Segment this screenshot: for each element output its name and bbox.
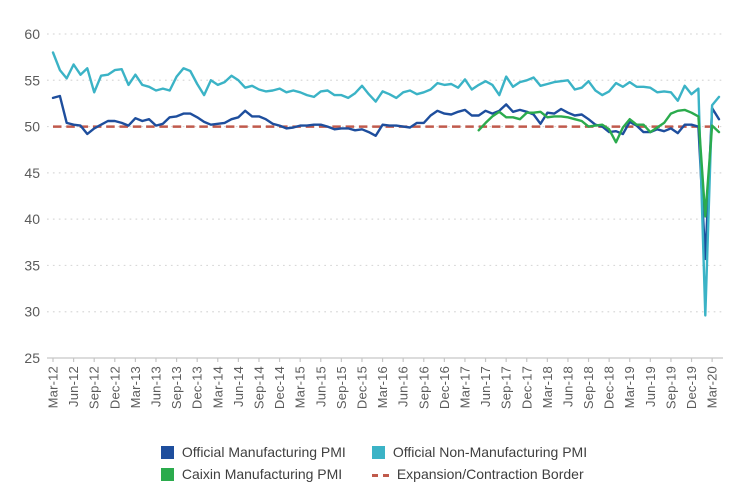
legend-label-expansion-contraction-border: Expansion/Contraction Border (396, 466, 584, 482)
x-tick-label-sep-19: Sep-19 (663, 366, 678, 409)
y-tick-label-55: 55 (24, 72, 40, 88)
x-tick-label-jun-13: Jun-13 (148, 366, 163, 407)
legend-square-official-non-manufacturing-pmi-icon (371, 446, 385, 459)
legend-item-official-manufacturing-pmi: Official Manufacturing PMI (160, 444, 346, 460)
x-tick-label-sep-17: Sep-17 (499, 366, 514, 409)
legend-item-official-non-manufacturing-pmi: Official Non-Manufacturing PMI (371, 444, 588, 460)
x-tick-label-jun-15: Jun-15 (313, 366, 328, 407)
x-tick-label-mar-18: Mar-18 (540, 366, 555, 408)
y-tick-label-45: 45 (24, 165, 40, 181)
x-tick-label-sep-13: Sep-13 (169, 366, 184, 409)
legend-item-expansion-contraction-border: Expansion/Contraction Border (371, 466, 587, 482)
x-tick-label-jun-14: Jun-14 (231, 366, 246, 407)
x-tick-label-sep-18: Sep-18 (581, 366, 596, 409)
x-tick-label-mar-12: Mar-12 (46, 366, 61, 408)
x-tick-label-jun-12: Jun-12 (66, 366, 81, 407)
pmi-line-chart: 25 30 35 40 45 50 55 60 Mar-12 Jun-12 Sep-12 Dec-12… (24, 26, 723, 409)
y-tick-label-35: 35 (24, 257, 40, 273)
x-tick-label-dec-14: Dec-14 (272, 366, 287, 409)
x-tick-label-jun-17: Jun-17 (478, 366, 493, 407)
x-tick-label-mar-15: Mar-15 (293, 366, 308, 408)
legend-square-caixin-manufacturing-pmi-icon (160, 468, 174, 481)
x-tick-label-mar-16: Mar-16 (375, 366, 390, 408)
series-line-official-manufacturing-pmi (51, 94, 721, 261)
x-tick-label-mar-20: Mar-20 (705, 366, 720, 408)
x-tick-label-jun-16: Jun-16 (396, 366, 411, 407)
x-tick-label-mar-19: Mar-19 (622, 366, 637, 408)
legend-label-official-non-manufacturing-pmi: Official Non-Manufacturing PMI (392, 444, 588, 460)
y-tick-label-30: 30 (24, 304, 40, 320)
x-tick-label-dec-12: Dec-12 (107, 366, 122, 409)
x-tick-label-dec-18: Dec-18 (602, 366, 617, 409)
x-tick-label-dec-13: Dec-13 (190, 366, 205, 409)
legend-item-caixin-manufacturing-pmi: Caixin Manufacturing PMI (160, 466, 346, 482)
x-tick-label-jun-19: Jun-19 (643, 366, 658, 407)
y-tick-label-40: 40 (24, 211, 40, 227)
x-tick-label-jun-18: Jun-18 (560, 366, 575, 407)
x-tick-label-sep-14: Sep-14 (251, 366, 266, 409)
x-tick-label-dec-19: Dec-19 (684, 366, 699, 409)
series-line-official-non-manufacturing-pmi (51, 51, 721, 317)
x-tick-label-dec-16: Dec-16 (437, 366, 452, 409)
y-tick-label-25: 25 (24, 350, 40, 366)
legend-dash-expansion-contraction-border-icon (371, 473, 389, 477)
x-tick-label-mar-17: Mar-17 (457, 366, 472, 408)
x-tick-label-dec-15: Dec-15 (354, 366, 369, 409)
x-tick-label-sep-15: Sep-15 (334, 366, 349, 409)
x-tick-label-dec-17: Dec-17 (519, 366, 534, 409)
x-tick-label-sep-12: Sep-12 (87, 366, 102, 409)
legend-square-official-manufacturing-pmi-icon (160, 446, 174, 459)
x-tick-label-sep-16: Sep-16 (416, 366, 431, 409)
y-tick-label-60: 60 (24, 26, 40, 42)
x-tick-label-mar-13: Mar-13 (128, 366, 143, 408)
series-line-caixin-manufacturing-pmi (477, 108, 721, 218)
legend-label-official-manufacturing-pmi: Official Manufacturing PMI (181, 444, 346, 460)
x-tick-label-mar-14: Mar-14 (210, 366, 225, 408)
chart-legend: Official Manufacturing PMI Official Non-… (0, 445, 748, 482)
y-tick-label-50: 50 (24, 119, 40, 135)
legend-label-caixin-manufacturing-pmi: Caixin Manufacturing PMI (181, 466, 343, 482)
